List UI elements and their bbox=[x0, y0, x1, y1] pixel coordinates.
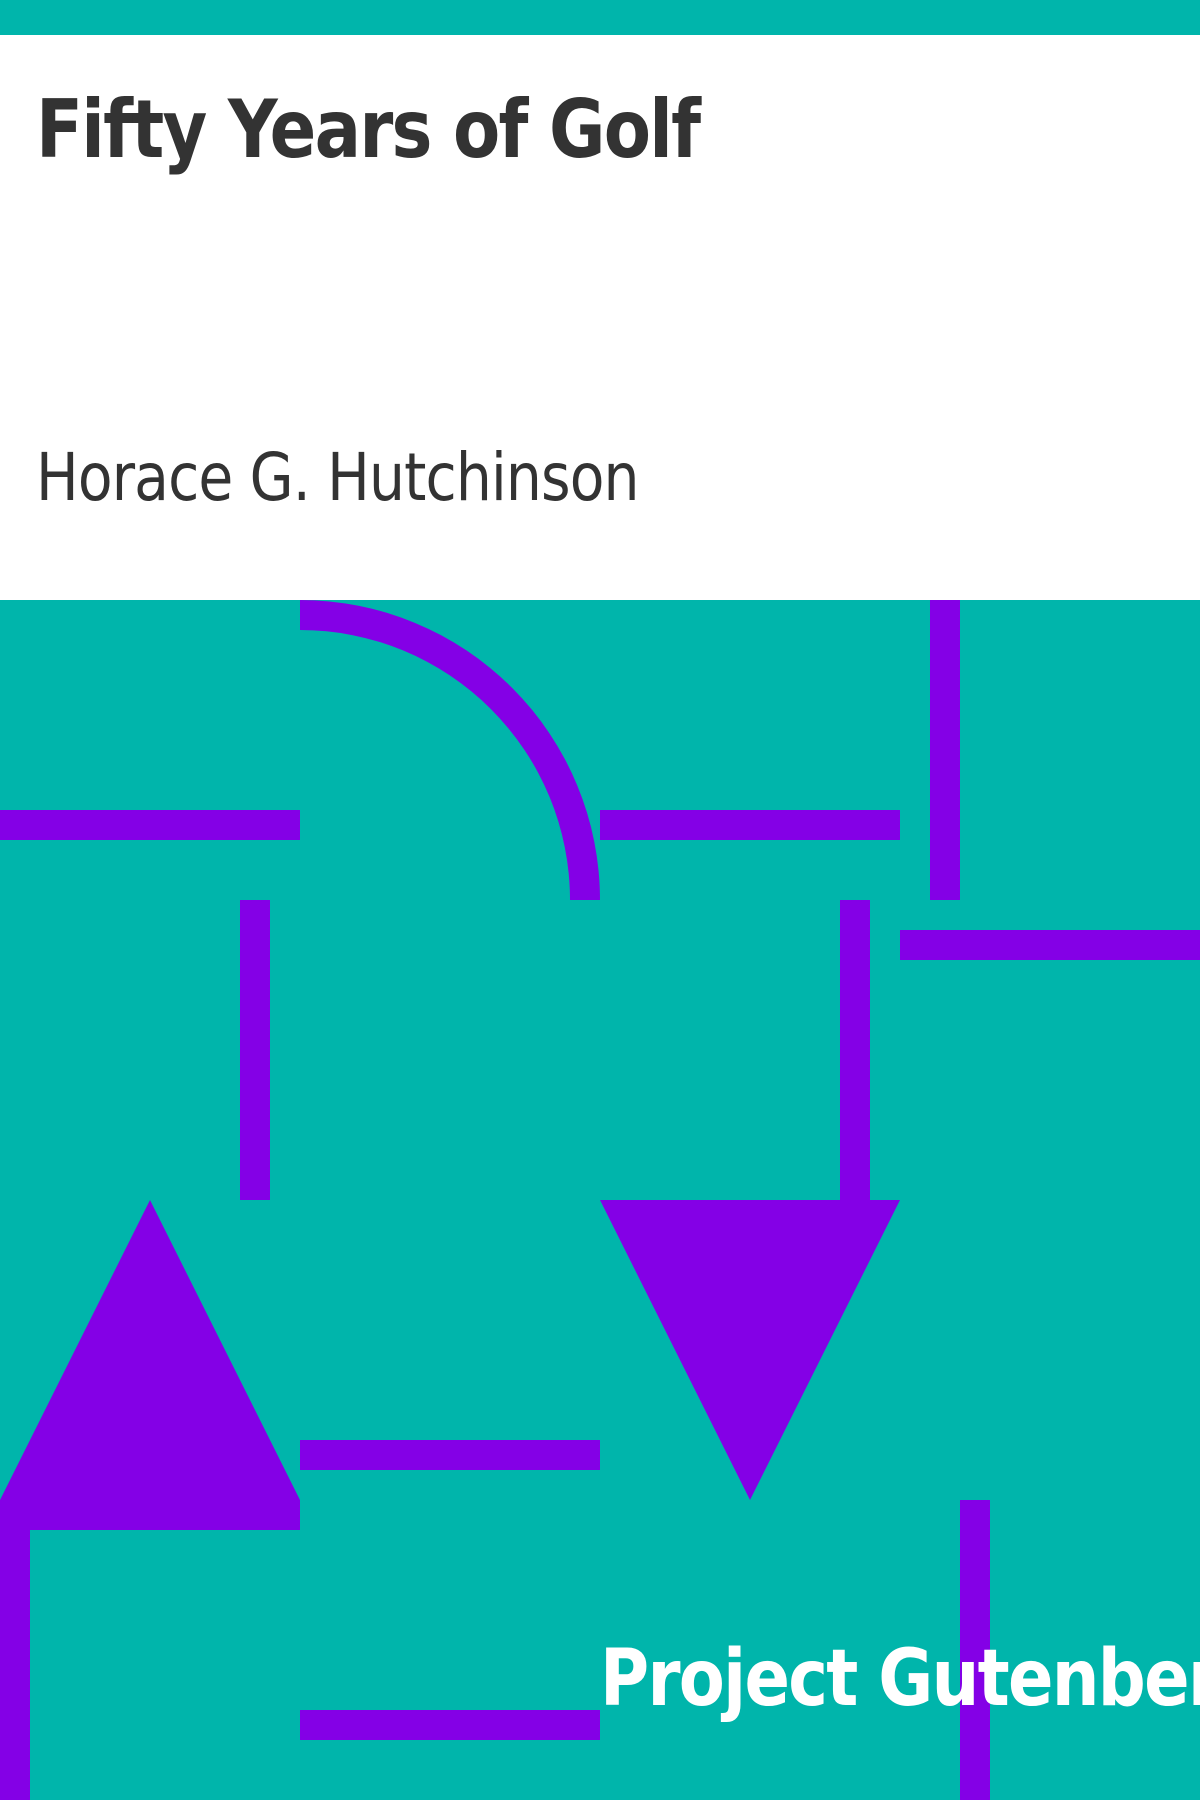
up-triangle bbox=[0, 1200, 300, 1500]
cover-pattern bbox=[0, 600, 1200, 1800]
down-triangle bbox=[600, 1200, 900, 1500]
book-title: Fifty Years of Golf bbox=[36, 83, 701, 176]
book-author: Horace G. Hutchinson bbox=[36, 439, 640, 516]
horizontal-bar bbox=[600, 810, 900, 840]
publisher-name: Project Gutenberg bbox=[600, 1634, 1200, 1724]
horizontal-bar bbox=[0, 810, 300, 840]
title-panel: Fifty Years of Golf Horace G. Hutchinson bbox=[0, 35, 1200, 600]
vertical-bar bbox=[930, 600, 960, 900]
corner-horizontal-bar bbox=[0, 1500, 300, 1530]
horizontal-bar bbox=[300, 1440, 600, 1470]
top-color-band bbox=[0, 0, 1200, 35]
vertical-bar bbox=[960, 1500, 990, 1800]
horizontal-bar bbox=[900, 930, 1200, 960]
quarter-arc bbox=[300, 600, 600, 900]
vertical-bar bbox=[840, 900, 870, 1200]
horizontal-bar bbox=[300, 1710, 600, 1740]
pattern-shapes bbox=[0, 600, 1200, 1800]
corner-vertical-bar bbox=[0, 1500, 30, 1800]
vertical-bar bbox=[240, 900, 270, 1200]
